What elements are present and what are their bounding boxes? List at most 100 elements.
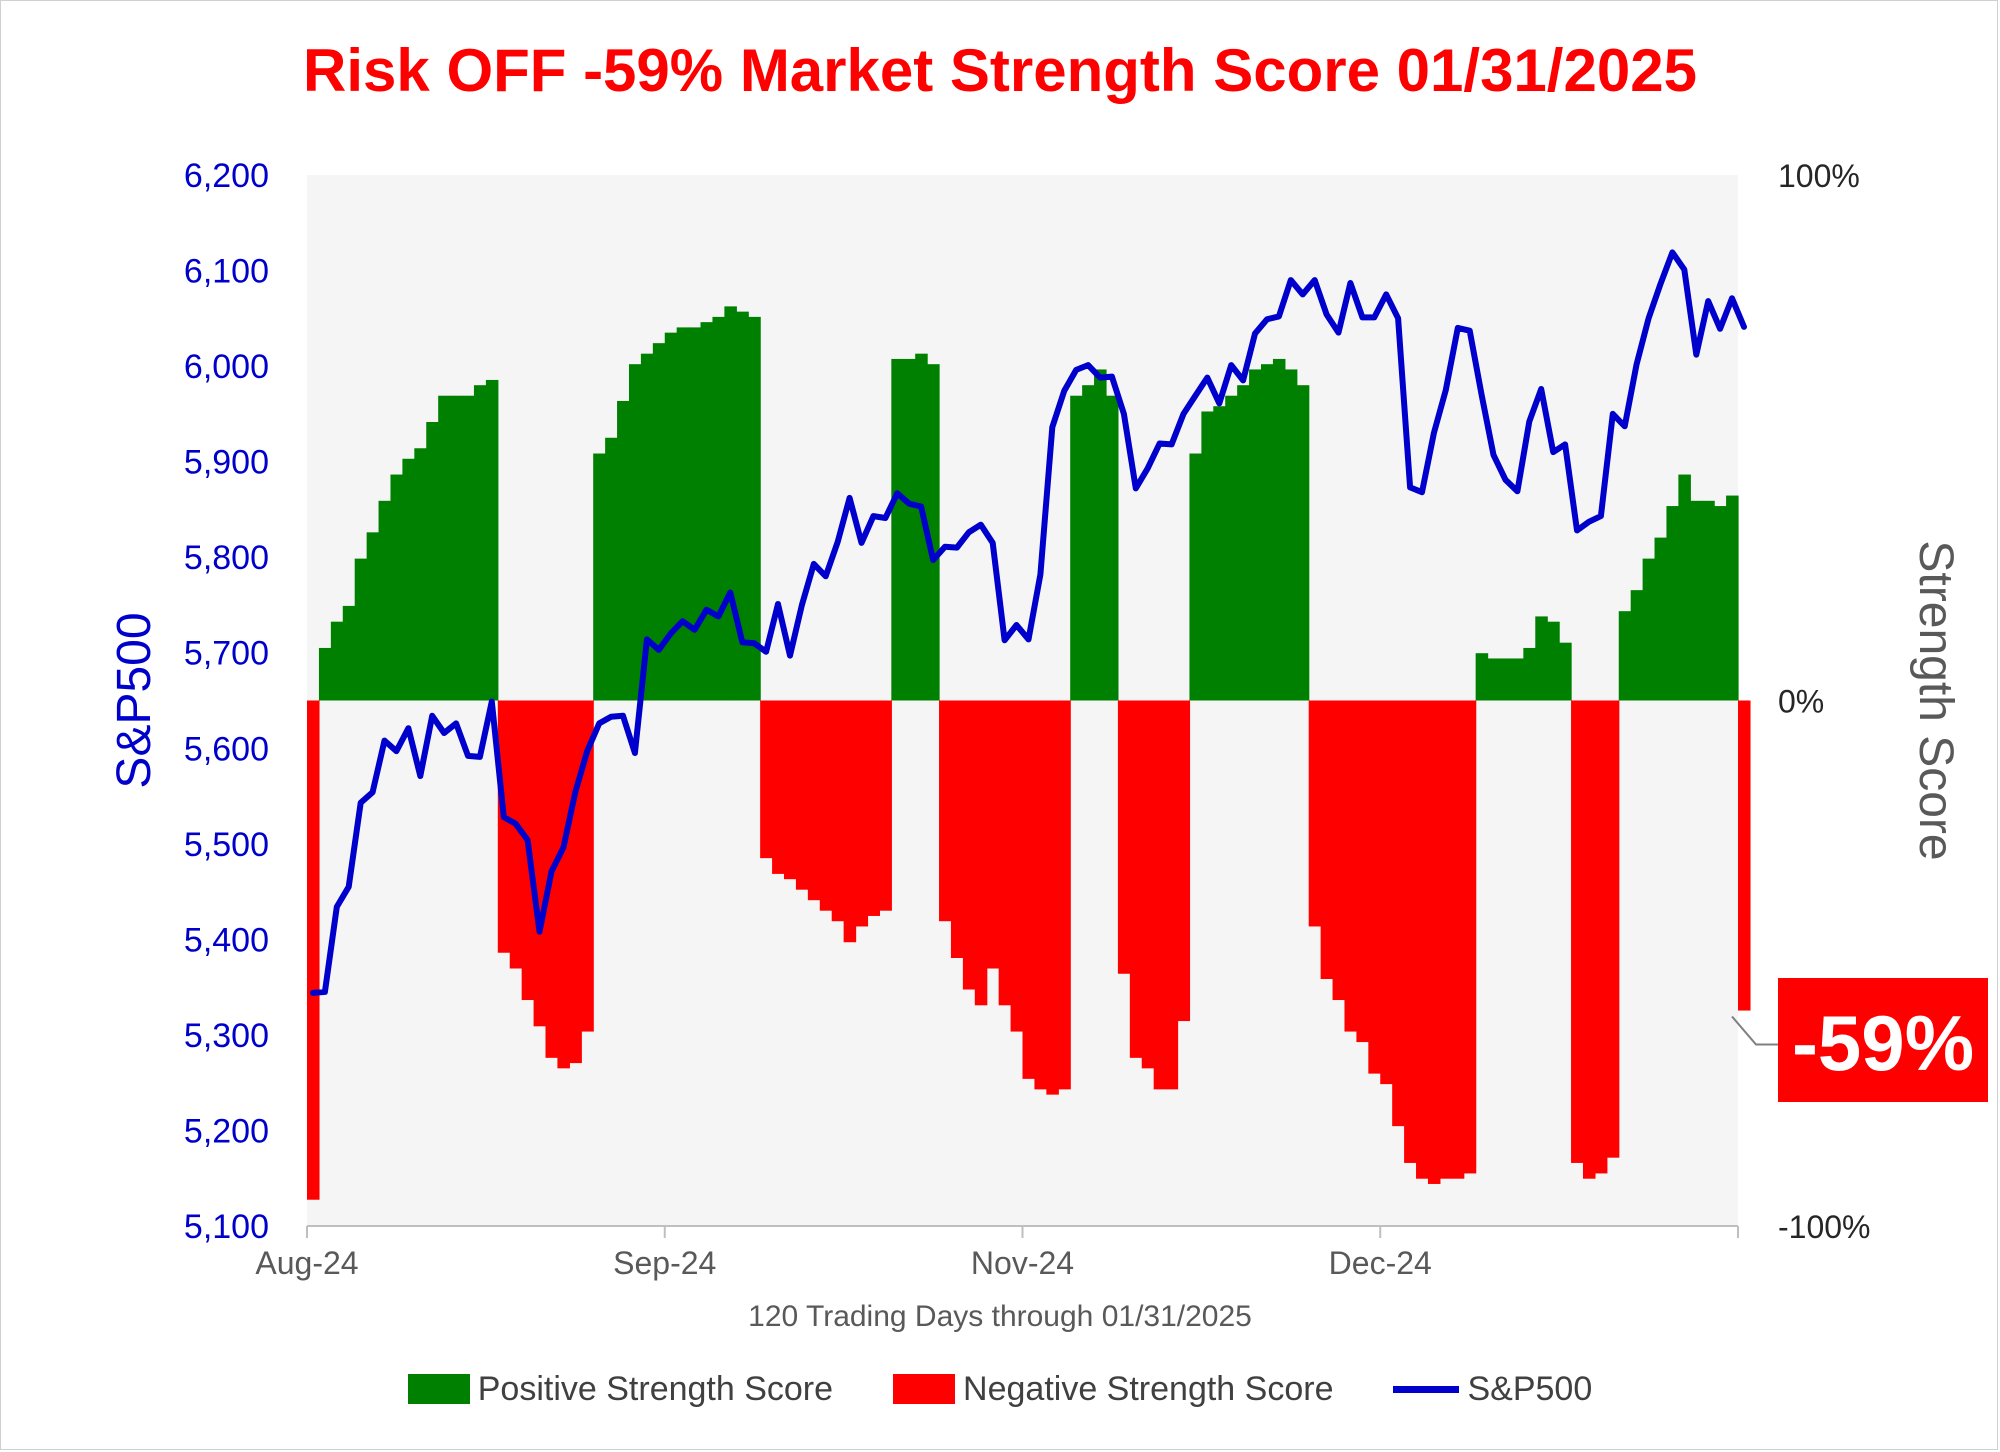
legend-negative-label: Negative Strength Score bbox=[963, 1369, 1334, 1408]
positive-bar bbox=[426, 421, 439, 701]
negative-bar bbox=[1416, 700, 1429, 1179]
negative-bar bbox=[1308, 700, 1322, 927]
negative-bar bbox=[1058, 700, 1071, 1090]
negative-bar bbox=[807, 700, 821, 901]
positive-bar bbox=[1082, 385, 1095, 701]
negative-bar bbox=[831, 700, 845, 922]
positive-bar bbox=[438, 395, 451, 701]
negative-bar bbox=[950, 700, 964, 958]
x-tick-label: Sep-24 bbox=[613, 1245, 716, 1281]
positive-bar bbox=[462, 395, 475, 701]
sp500-line bbox=[310, 249, 1747, 996]
positive-bar bbox=[1642, 558, 1656, 701]
positive-bar bbox=[1475, 653, 1489, 701]
positive-bar bbox=[1547, 621, 1560, 701]
chart-area: Aug-24 Sep-24 Nov-24 Dec-24 6,200 6,100 6,000 5… bbox=[108, 157, 1988, 1281]
negative-bar bbox=[1356, 700, 1369, 1043]
left-tick-label: 5,100 bbox=[184, 1208, 269, 1246]
positive-bar bbox=[354, 558, 368, 701]
positive-bar bbox=[1618, 611, 1632, 701]
legend-negative: Negative Strength Score bbox=[893, 1370, 1333, 1409]
negative-bar bbox=[1129, 700, 1143, 1058]
legend-negative-swatch bbox=[893, 1374, 956, 1404]
positive-bar bbox=[1261, 364, 1274, 701]
left-tick-label: 5,200 bbox=[184, 1112, 269, 1150]
negative-bar bbox=[855, 700, 869, 927]
left-tick-label: 5,900 bbox=[184, 444, 269, 482]
negative-bar bbox=[1141, 700, 1155, 1069]
negative-bar bbox=[1165, 700, 1179, 1090]
negative-bar bbox=[1153, 700, 1167, 1090]
positive-bar bbox=[1654, 537, 1668, 701]
negative-bar bbox=[1010, 700, 1024, 1032]
negative-bar bbox=[557, 700, 570, 1069]
negative-bar bbox=[819, 700, 833, 911]
positive-bar bbox=[1714, 506, 1727, 701]
negative-bar bbox=[1368, 700, 1381, 1074]
positive-bar bbox=[736, 311, 749, 701]
positive-bar bbox=[318, 647, 332, 701]
negative-bar bbox=[1606, 700, 1620, 1158]
positive-bar bbox=[1726, 495, 1739, 701]
callout-box bbox=[1778, 978, 1988, 1102]
left-tick-label: 5,800 bbox=[184, 539, 269, 577]
positive-bar bbox=[1630, 590, 1644, 701]
negative-bar bbox=[1022, 700, 1036, 1079]
callout-leader bbox=[1731, 1015, 1778, 1046]
positive-bar bbox=[1678, 474, 1691, 701]
positive-bar bbox=[724, 306, 737, 701]
positive-bar bbox=[927, 364, 940, 701]
negative-bar bbox=[1463, 700, 1477, 1174]
negative-bar bbox=[1320, 700, 1334, 980]
positive-bar bbox=[378, 500, 392, 701]
negative-bar bbox=[974, 700, 988, 1006]
positive-bar bbox=[1105, 395, 1119, 701]
strength-bars bbox=[307, 306, 1751, 1200]
positive-bar bbox=[1272, 358, 1286, 701]
positive-bar bbox=[414, 448, 427, 701]
x-tick-label: Aug-24 bbox=[255, 1245, 358, 1281]
negative-bar bbox=[1439, 700, 1453, 1179]
positive-bar bbox=[342, 605, 356, 701]
right-tick-label: 0% bbox=[1778, 684, 1824, 720]
positive-bar bbox=[366, 532, 380, 701]
left-tick-label: 6,200 bbox=[184, 157, 269, 195]
positive-bar bbox=[1201, 411, 1214, 701]
negative-bar bbox=[1392, 700, 1405, 1127]
x-tick-label: Dec-24 bbox=[1329, 1245, 1432, 1281]
positive-bar bbox=[485, 379, 499, 701]
legend-sp500-swatch bbox=[1393, 1385, 1460, 1393]
left-tick-label: 5,300 bbox=[184, 1017, 269, 1055]
positive-bar bbox=[473, 385, 487, 701]
left-tick-label: 5,700 bbox=[184, 635, 269, 673]
left-tick-label: 5,500 bbox=[184, 826, 269, 864]
negative-bar bbox=[497, 700, 511, 953]
negative-bar bbox=[581, 700, 594, 1032]
positive-bar bbox=[1249, 369, 1262, 701]
x-axis-title: 120 Trading Days through 01/31/2025 bbox=[748, 1300, 1252, 1333]
legend-positive-label: Positive Strength Score bbox=[477, 1369, 834, 1408]
negative-bar bbox=[1738, 700, 1751, 1011]
negative-bar bbox=[1582, 700, 1596, 1179]
negative-bar bbox=[795, 700, 809, 890]
positive-bar bbox=[1690, 500, 1703, 701]
positive-bar bbox=[891, 358, 904, 701]
left-tick-label: 5,400 bbox=[184, 921, 269, 959]
negative-bar bbox=[843, 700, 857, 943]
positive-bar bbox=[450, 395, 463, 701]
positive-bar bbox=[1559, 642, 1572, 701]
left-tick-label: 6,100 bbox=[184, 253, 269, 291]
positive-bar bbox=[1094, 369, 1107, 701]
negative-bar bbox=[1594, 700, 1608, 1174]
negative-bar bbox=[939, 700, 952, 922]
positive-bar bbox=[330, 621, 344, 701]
left-tick-label: 6,000 bbox=[184, 348, 269, 386]
positive-bar bbox=[1702, 500, 1715, 701]
negative-bar bbox=[1332, 700, 1346, 1001]
positive-bar bbox=[402, 458, 415, 701]
positive-bar bbox=[628, 364, 642, 701]
positive-bar bbox=[1666, 506, 1679, 701]
axes: Aug-24 Sep-24 Nov-24 Dec-24 6,200 6,100 6,000 5… bbox=[108, 157, 1962, 1281]
positive-bar bbox=[1296, 385, 1310, 701]
positive-bar bbox=[1511, 658, 1524, 701]
